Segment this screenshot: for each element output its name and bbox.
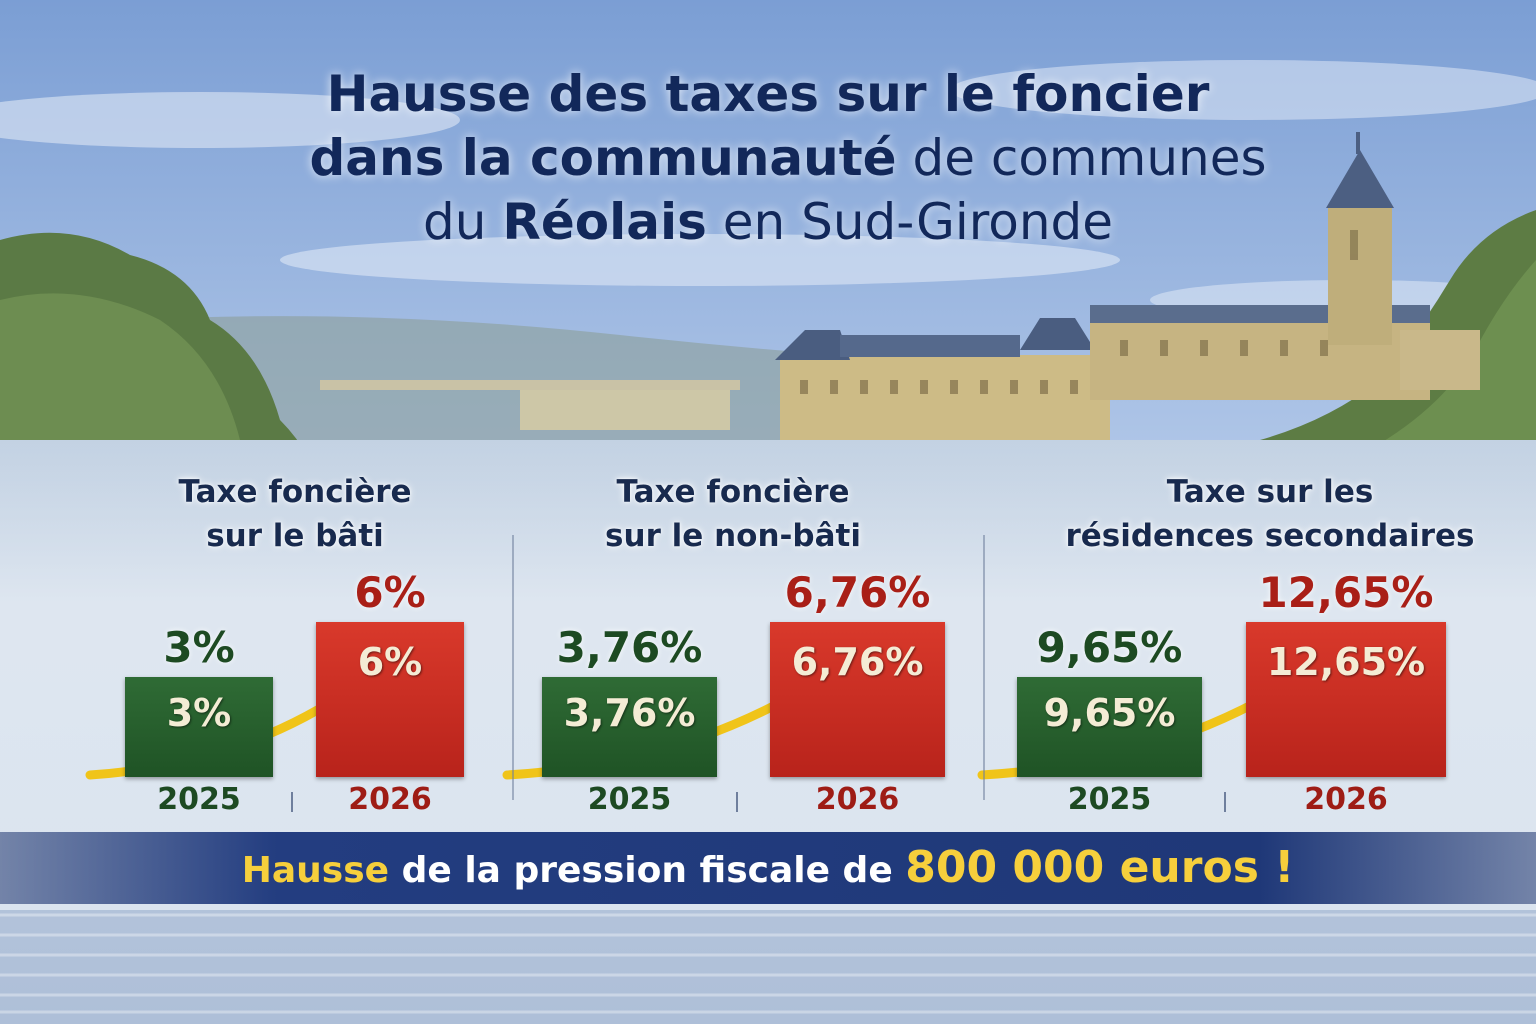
- banner-highlight-hausse: Hausse: [241, 850, 390, 891]
- title-line-1: Hausse des taxes sur le foncier: [326, 65, 1210, 123]
- panel-title-non-bati: Taxe foncière sur le non-bâti: [513, 470, 953, 558]
- bar-value-label-1-2025: 3%: [166, 691, 232, 735]
- year-separator-2: [736, 792, 738, 812]
- banner-middle-text: de la pression fiscale de: [389, 850, 906, 891]
- bar-1-2025: [125, 677, 273, 777]
- bar-2-2025: [542, 677, 717, 777]
- panel-title-non-bati-line2: sur le non-bâti: [605, 518, 861, 554]
- bar-top-label-1-2026: 6%: [354, 568, 426, 617]
- bar-top-label-1-2025: 3%: [163, 623, 235, 672]
- banner-amount: 800 000 euros !: [905, 842, 1295, 893]
- title-line-3-bold: Réolais: [502, 193, 707, 251]
- bar-2-2026: [770, 622, 945, 777]
- panel-title-residences: Taxe sur les résidences secondaires: [1050, 470, 1490, 558]
- title-line-2-normal: de communes: [896, 129, 1267, 187]
- title-line-2-bold: dans la communauté: [309, 129, 897, 187]
- bar-top-label-2-2025: 3,76%: [556, 623, 703, 672]
- title-line-3: du Réolais en Sud-Gironde: [0, 190, 1536, 254]
- year-label-1-2025: 2025: [157, 782, 241, 817]
- title-line-3-b: en Sud-Gironde: [706, 193, 1114, 251]
- panel-title-residences-line1: Taxe sur les: [1166, 474, 1374, 510]
- year-label-1-2026: 2026: [348, 782, 432, 817]
- bar-3-2026: [1246, 622, 1446, 777]
- bar-1-2026: [316, 622, 464, 777]
- year-label-3-2026: 2026: [1304, 782, 1388, 817]
- page-title: Hausse des taxes sur le foncier dans la …: [0, 62, 1536, 254]
- bar-value-label-3-2025: 9,65%: [1043, 691, 1176, 735]
- panel-divider-1: [512, 535, 514, 800]
- panel-title-bati-line2: sur le bâti: [206, 518, 384, 554]
- bar-value-label-3-2026: 12,65%: [1266, 640, 1426, 684]
- panel-title-bati-line1: Taxe foncière: [178, 474, 412, 510]
- banner-message: Hausse de la pression fiscale de 800 000…: [0, 832, 1536, 904]
- year-separator-3: [1224, 792, 1226, 812]
- panel-title-bati: Taxe foncière sur le bâti: [75, 470, 515, 558]
- bar-value-label-1-2026: 6%: [357, 640, 423, 684]
- bar-value-label-2-2025: 3,76%: [563, 691, 696, 735]
- panel-title-non-bati-line1: Taxe foncière: [616, 474, 850, 510]
- banner-background: [0, 832, 1536, 904]
- title-line-2: dans la communauté de communes: [0, 126, 1536, 190]
- bar-top-label-2-2026: 6,76%: [784, 568, 931, 617]
- bar-top-label-3-2026: 12,65%: [1258, 568, 1434, 617]
- bar-3-2025: [1017, 677, 1202, 777]
- panel-title-residences-line2: résidences secondaires: [1065, 518, 1475, 554]
- bar-value-label-2-2026: 6,76%: [791, 640, 924, 684]
- title-line-3-a: du: [422, 193, 503, 251]
- year-label-2-2025: 2025: [587, 782, 672, 817]
- year-label-3-2025: 2025: [1067, 782, 1152, 817]
- year-separator-1: [291, 792, 293, 812]
- year-label-2-2026: 2026: [815, 782, 900, 817]
- bar-top-label-3-2025: 9,65%: [1036, 623, 1183, 672]
- panel-divider-2: [983, 535, 985, 800]
